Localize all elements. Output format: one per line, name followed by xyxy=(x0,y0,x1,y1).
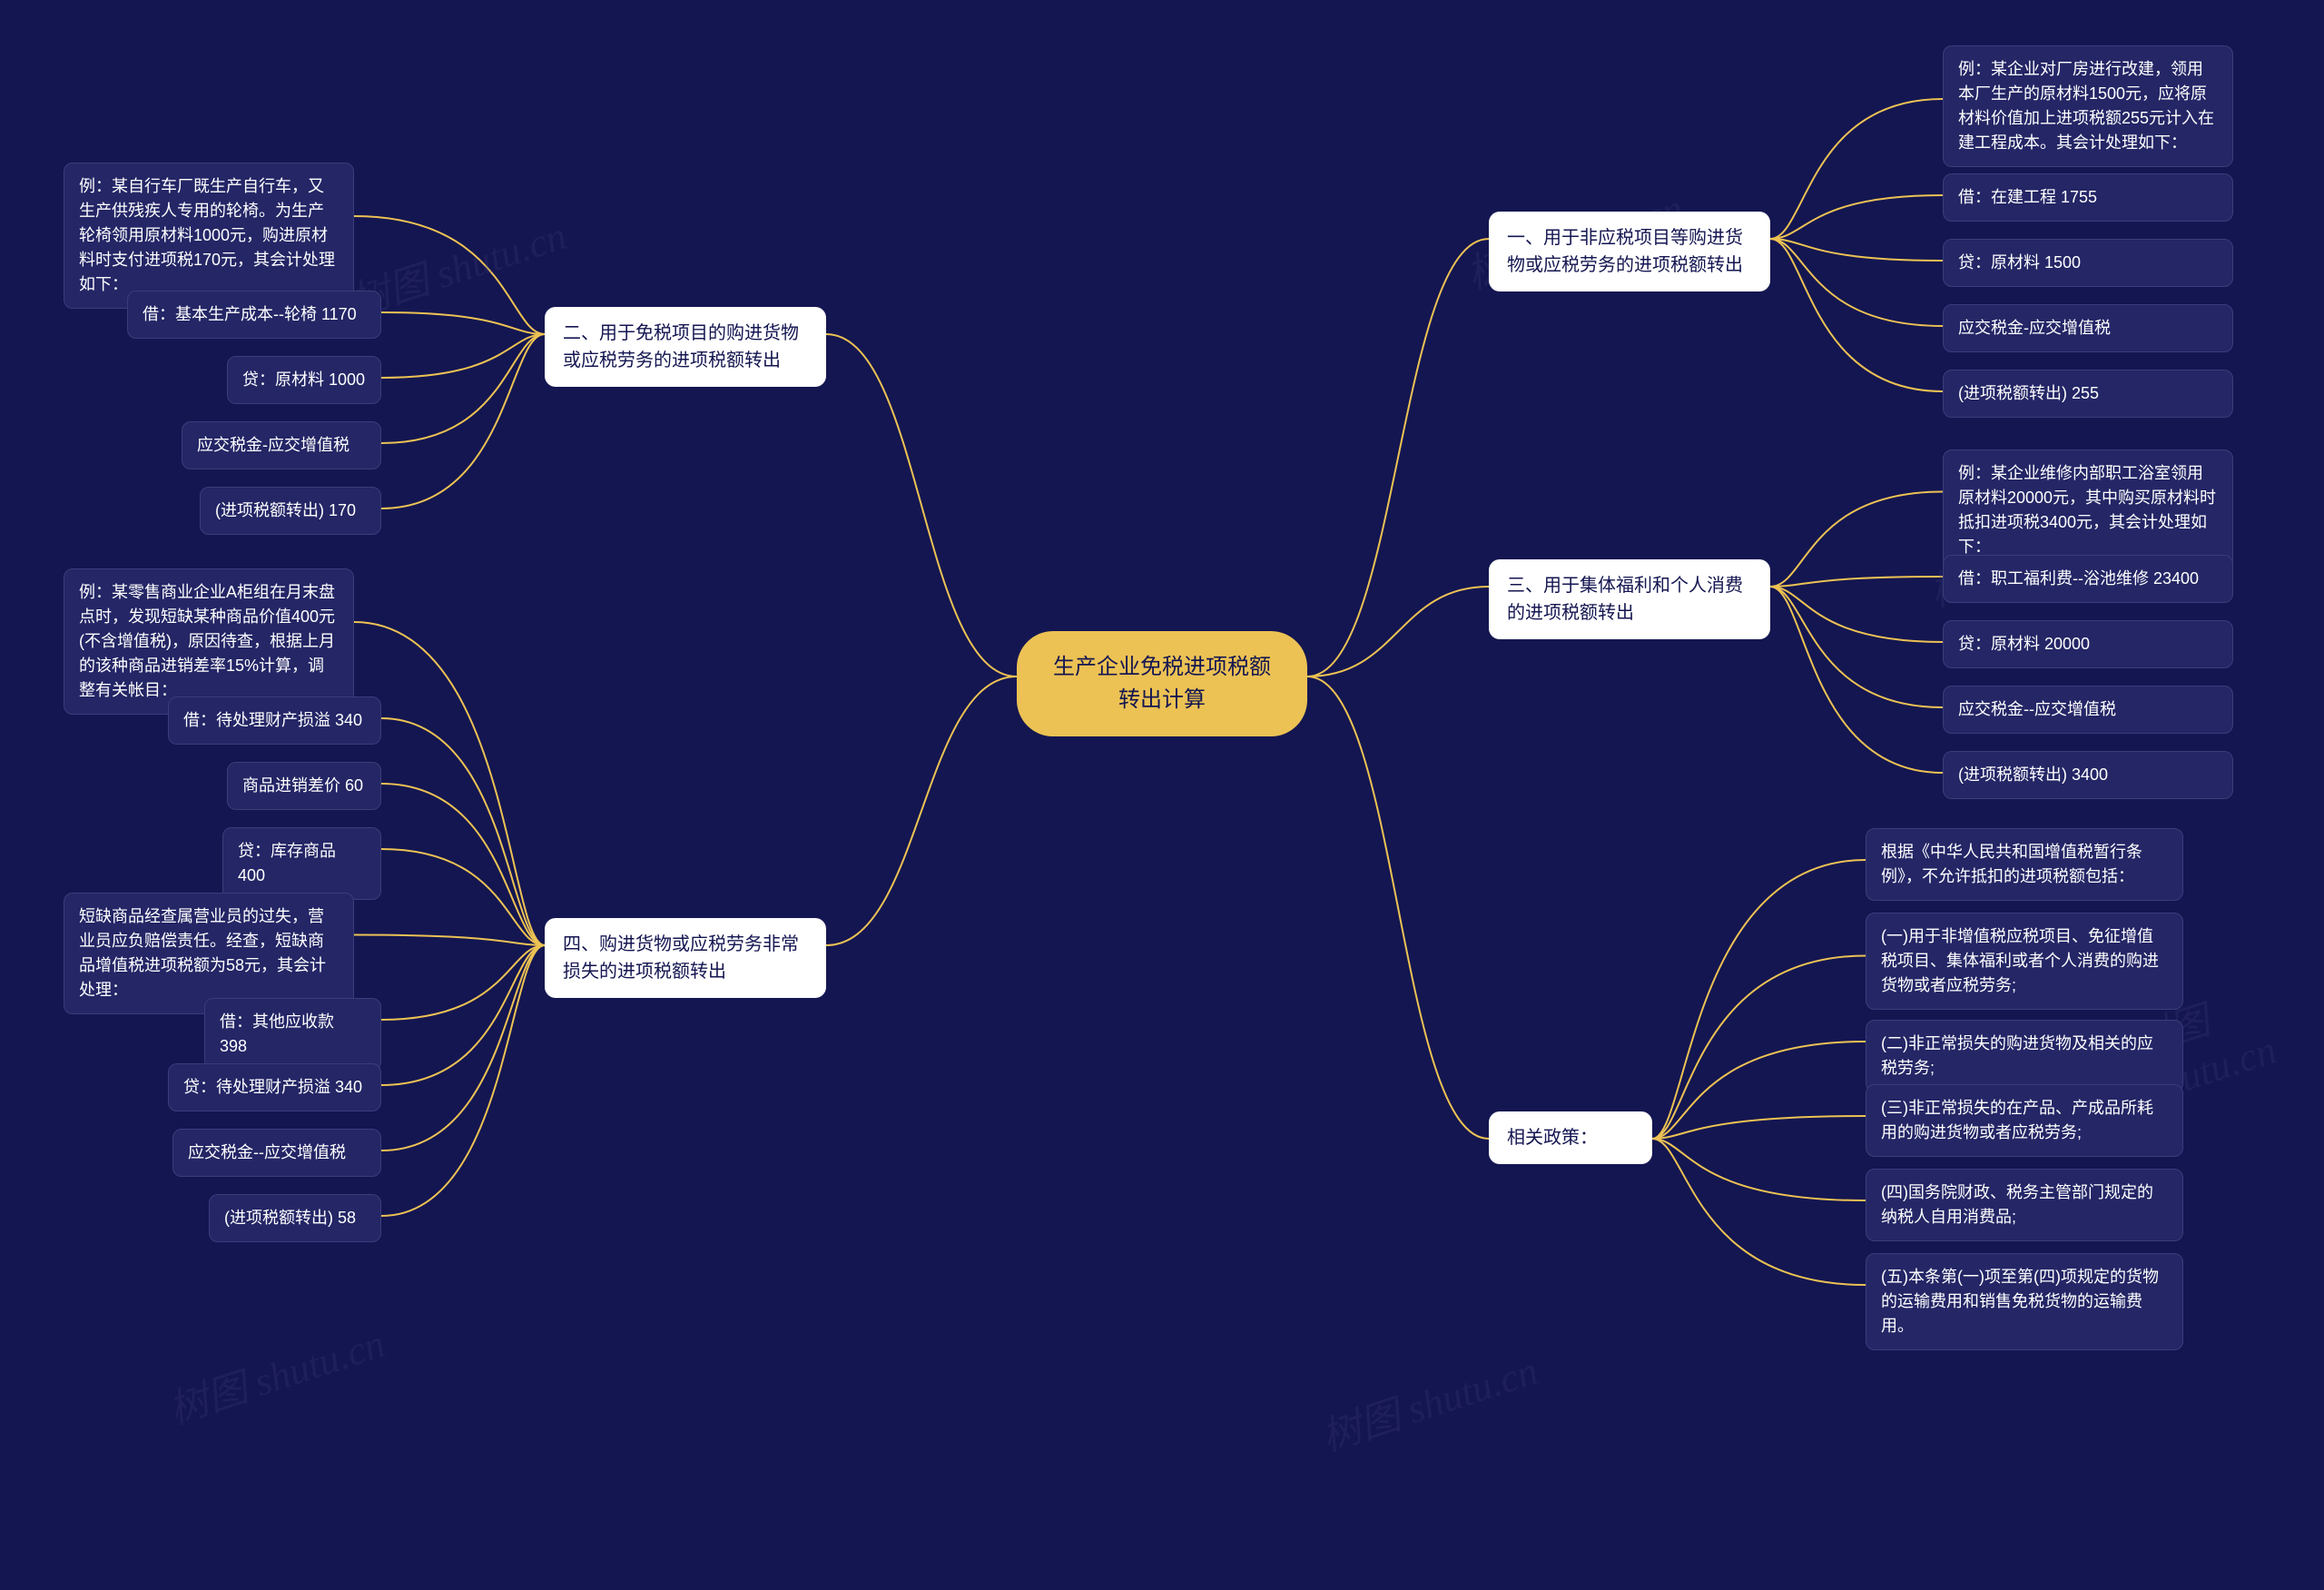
leaf-node: 贷：原材料 20000 xyxy=(1943,620,2233,668)
leaf-node: (一)用于非增值税应税项目、免征增值税项目、集体福利或者个人消费的购进货物或者应… xyxy=(1866,913,2183,1010)
leaf-node: 应交税金-应交增值税 xyxy=(182,421,381,469)
branch-node: 一、用于非应税项目等购进货物或应税劳务的进项税额转出 xyxy=(1489,212,1770,291)
leaf-node: (五)本条第(一)项至第(四)项规定的货物的运输费用和销售免税货物的运输费用。 xyxy=(1866,1253,2183,1350)
leaf-node: 借：其他应收款 398 xyxy=(204,998,381,1071)
branch-node: 三、用于集体福利和个人消费的进项税额转出 xyxy=(1489,559,1770,639)
leaf-node: (三)非正常损失的在产品、产成品所耗用的购进货物或者应税劳务; xyxy=(1866,1084,2183,1157)
leaf-node: 贷：待处理财产损溢 340 xyxy=(168,1063,381,1111)
leaf-node: 短缺商品经查属营业员的过失，营业员应负赔偿责任。经查，短缺商品增值税进项税额为5… xyxy=(64,893,354,1014)
leaf-node: 借：职工福利费--浴池维修 23400 xyxy=(1943,555,2233,603)
leaf-node: 借：待处理财产损溢 340 xyxy=(168,696,381,745)
leaf-node: 贷：原材料 1500 xyxy=(1943,239,2233,287)
leaf-node: 例：某企业对厂房进行改建，领用本厂生产的原材料1500元，应将原材料价值加上进项… xyxy=(1943,45,2233,167)
leaf-node: 借：在建工程 1755 xyxy=(1943,173,2233,222)
leaf-node: (进项税额转出) 255 xyxy=(1943,370,2233,418)
leaf-node: 根据《中华人民共和国增值税暂行条例》，不允许抵扣的进项税额包括： xyxy=(1866,828,2183,901)
leaf-node: 应交税金-应交增值税 xyxy=(1943,304,2233,352)
leaf-node: 商品进销差价 60 xyxy=(227,762,381,810)
branch-node: 四、购进货物或应税劳务非常损失的进项税额转出 xyxy=(545,918,826,998)
watermark: 树图 shutu.cn xyxy=(160,1310,391,1435)
watermark: 树图 shutu.cn xyxy=(1313,1338,1544,1462)
branch-node: 相关政策： xyxy=(1489,1111,1652,1164)
leaf-node: 贷：原材料 1000 xyxy=(227,356,381,404)
leaf-node: (进项税额转出) 58 xyxy=(209,1194,381,1242)
leaf-node: (进项税额转出) 170 xyxy=(200,487,381,535)
leaf-node: 贷：库存商品 400 xyxy=(222,827,381,900)
leaf-node: 借：基本生产成本--轮椅 1170 xyxy=(127,291,381,339)
leaf-node: 例：某自行车厂既生产自行车，又生产供残疾人专用的轮椅。为生产轮椅领用原材料100… xyxy=(64,163,354,309)
leaf-node: (二)非正常损失的购进货物及相关的应税劳务; xyxy=(1866,1020,2183,1092)
leaf-node: 应交税金--应交增值税 xyxy=(1943,686,2233,734)
leaf-node: 例：某企业维修内部职工浴室领用原材料20000元，其中购买原材料时抵扣进项税34… xyxy=(1943,449,2233,571)
leaf-node: (进项税额转出) 3400 xyxy=(1943,751,2233,799)
leaf-node: (四)国务院财政、税务主管部门规定的纳税人自用消费品; xyxy=(1866,1169,2183,1241)
leaf-node: 例：某零售商业企业A柜组在月末盘点时，发现短缺某种商品价值400元(不含增值税)… xyxy=(64,568,354,715)
leaf-node: 应交税金--应交增值税 xyxy=(172,1129,381,1177)
branch-node: 二、用于免税项目的购进货物或应税劳务的进项税额转出 xyxy=(545,307,826,387)
center-node: 生产企业免税进项税额转出计算 xyxy=(1017,631,1307,736)
